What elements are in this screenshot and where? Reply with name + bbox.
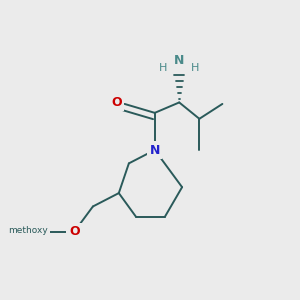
Text: N: N <box>150 143 160 157</box>
Text: O: O <box>111 96 122 109</box>
Text: methoxy: methoxy <box>9 226 48 235</box>
Text: H: H <box>159 63 168 73</box>
Text: O: O <box>69 225 80 238</box>
Text: H: H <box>191 63 199 73</box>
Text: N: N <box>174 54 184 67</box>
